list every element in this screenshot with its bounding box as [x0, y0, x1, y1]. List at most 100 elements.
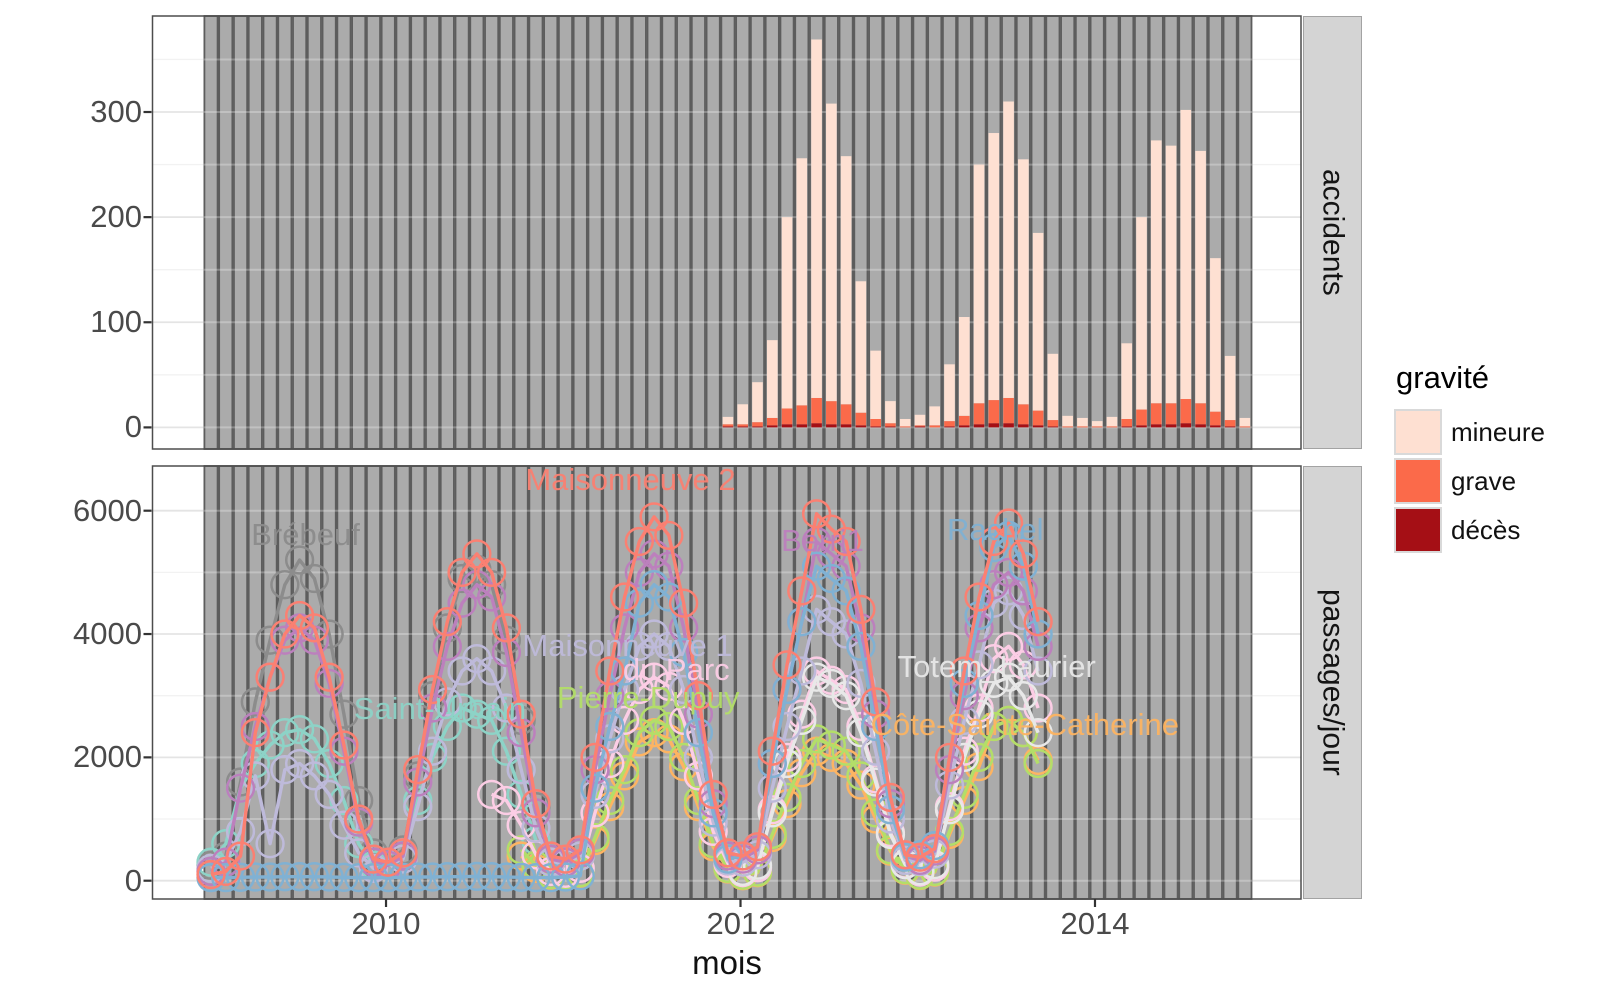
- station-point-Rachel: [536, 862, 566, 893]
- month-bar: [203, 15, 219, 450]
- accident-bar-grave: [1106, 426, 1118, 428]
- accident-bar-décès: [1195, 424, 1206, 428]
- x-tick-label: 2010: [351, 906, 421, 941]
- station-point-Rachel: [683, 718, 714, 748]
- accident-bar-grave: [1121, 418, 1133, 427]
- station-point-Maisonneuve 1: [683, 742, 714, 773]
- station-point-Maisonneuve 2: [329, 730, 359, 760]
- station-point-Totem_Laurier: [1023, 718, 1053, 748]
- station-point-Maisonneuve 2: [521, 788, 551, 819]
- station-point-Berri1: [595, 681, 625, 711]
- accident-bar-décès: [781, 424, 793, 428]
- station-point-Maisonneuve 2: [609, 582, 640, 612]
- station-point-Maisonneuve 1: [476, 656, 507, 686]
- station-point-Pierre-Dupuy: [801, 724, 832, 754]
- panel-border: [151, 15, 1302, 450]
- accident-bar-mineure: [752, 382, 763, 423]
- month-bar: [498, 15, 514, 450]
- month-bar: [439, 15, 455, 450]
- station-point-Rachel: [550, 862, 581, 892]
- station-point-Berri1: [993, 557, 1024, 588]
- month-bar: [897, 15, 913, 450]
- accident-bar-grave: [1032, 410, 1044, 426]
- accident-bar-mineure: [796, 158, 808, 406]
- station-point-Maisonneuve 2: [196, 859, 226, 890]
- month-bar: [425, 15, 441, 450]
- accident-bar-mineure: [988, 133, 1000, 401]
- accident-bar-décès: [944, 426, 955, 428]
- station-point-Pierre-Dupuy: [639, 705, 669, 736]
- station-point-Maisonneuve 2: [550, 844, 581, 874]
- station-point-Rachel: [462, 861, 492, 892]
- month-bar: [1163, 465, 1179, 900]
- accident-bar-mineure: [1239, 417, 1251, 427]
- accident-bar-mineure: [885, 401, 896, 424]
- station-point-Berri1: [225, 773, 256, 803]
- station-point-Maisonneuve 2: [654, 520, 684, 551]
- station-point-Rachel: [270, 862, 300, 892]
- accident-bar-décès: [1047, 426, 1059, 428]
- accident-bar-décès: [973, 424, 985, 428]
- month-bar: [735, 15, 751, 450]
- station-line-Maisonneuve 2: [210, 512, 1040, 877]
- station-point-Maisonneuve 2: [698, 779, 728, 810]
- y-tick-label: 300: [90, 94, 142, 129]
- station-point-Rachel: [580, 773, 610, 803]
- station-point-Berri1: [447, 588, 477, 618]
- station-point-Maisonneuve 2: [388, 838, 418, 868]
- station-label-pierre-dupuy: Pierre-Dupuy: [556, 680, 740, 716]
- y-tick-label: 100: [90, 304, 142, 339]
- accident-bar-décès: [826, 424, 837, 428]
- month-bar: [336, 15, 352, 450]
- station-point-Rachel: [240, 862, 270, 892]
- station-point-Berri1: [476, 582, 507, 612]
- month-bar: [617, 15, 633, 450]
- month-bar: [484, 15, 500, 450]
- accident-bar-grave: [722, 424, 734, 427]
- station-point-Brébeuf: [447, 563, 477, 594]
- accident-bar-grave: [1224, 420, 1236, 427]
- accident-bar-mineure: [781, 217, 793, 409]
- station-point-Maisonneuve 2: [801, 499, 832, 529]
- station-point-Berri1: [491, 637, 522, 668]
- station-point-Maisonneuve 2: [683, 681, 714, 711]
- accident-bar-décès: [1150, 424, 1162, 428]
- accident-bar-mineure: [1032, 232, 1044, 411]
- accident-bar-grave: [870, 418, 881, 427]
- station-point-Pierre-Dupuy: [1023, 748, 1053, 779]
- station-point-Totem_Laurier: [757, 798, 787, 828]
- station-point-Maisonneuve 2: [565, 835, 595, 865]
- station-point-Pierre-Dupuy: [609, 755, 640, 785]
- month-bar: [646, 15, 662, 450]
- station-label-brebeuf: Brébeuf: [251, 517, 360, 553]
- station-point-Rachel: [225, 862, 256, 892]
- station-point-Rachel: [595, 711, 625, 742]
- station-point-Rachel: [476, 862, 507, 892]
- accident-bar-grave: [1210, 411, 1221, 426]
- station-point-Maisonneuve 2: [728, 841, 758, 871]
- station-point-Maisonneuve 2: [668, 588, 699, 618]
- month-bar: [1074, 15, 1090, 450]
- accident-bar-décès: [1180, 423, 1192, 428]
- accident-bar-décès: [1165, 424, 1177, 428]
- month-bar: [469, 465, 485, 900]
- station-point-Saint-Urbain: [447, 693, 477, 723]
- accident-bar-grave: [752, 422, 763, 427]
- legend-item-deces: décès: [1394, 507, 1545, 553]
- station-point-Maisonneuve 2: [240, 718, 270, 748]
- y-tick-label: 0: [124, 863, 142, 898]
- month-bar: [469, 15, 485, 450]
- month-bar: [351, 15, 367, 450]
- station-point-Rachel: [432, 862, 462, 892]
- accident-bar-grave: [1018, 404, 1029, 425]
- station-point-Rachel: [861, 711, 891, 742]
- accident-bar-mineure: [840, 156, 852, 405]
- station-point-Saint-Urbain: [299, 724, 330, 754]
- accident-bar-mineure: [1224, 355, 1236, 421]
- accident-bar-décès: [752, 426, 763, 428]
- accident-bar-décès: [958, 425, 970, 428]
- month-bar: [1104, 465, 1120, 900]
- accident-bar-décès: [737, 426, 749, 428]
- station-point-Maisonneuve 2: [358, 844, 389, 874]
- accident-bar-décès: [840, 424, 852, 428]
